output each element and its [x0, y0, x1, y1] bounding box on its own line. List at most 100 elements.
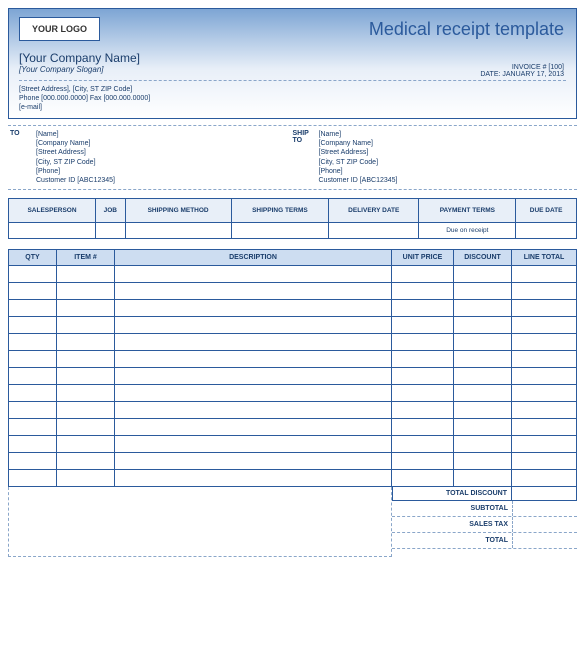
company-name: [Your Company Name]: [19, 51, 566, 65]
cell-disc[interactable]: [454, 333, 512, 350]
cell-desc[interactable]: [115, 384, 392, 401]
cell-price[interactable]: [392, 350, 454, 367]
cell-total[interactable]: [512, 333, 577, 350]
meta-payment-terms[interactable]: Due on receipt: [419, 222, 516, 238]
cell-item[interactable]: [57, 418, 115, 435]
cell-price[interactable]: [392, 367, 454, 384]
cell-desc[interactable]: [115, 299, 392, 316]
cell-price[interactable]: [392, 452, 454, 469]
cell-total[interactable]: [512, 452, 577, 469]
ship-city: [City, ST ZIP Code]: [319, 158, 398, 167]
cell-item[interactable]: [57, 401, 115, 418]
cell-price[interactable]: [392, 435, 454, 452]
total-value[interactable]: [512, 533, 577, 548]
cell-qty[interactable]: [9, 469, 57, 486]
cell-total[interactable]: [512, 265, 577, 282]
cell-qty[interactable]: [9, 350, 57, 367]
cell-total[interactable]: [512, 316, 577, 333]
cell-item[interactable]: [57, 316, 115, 333]
cell-disc[interactable]: [454, 452, 512, 469]
cell-total[interactable]: [512, 350, 577, 367]
cell-desc[interactable]: [115, 469, 392, 486]
cell-qty[interactable]: [9, 282, 57, 299]
cell-total[interactable]: [512, 299, 577, 316]
cell-qty[interactable]: [9, 384, 57, 401]
cell-item[interactable]: [57, 350, 115, 367]
cell-disc[interactable]: [454, 418, 512, 435]
cell-total[interactable]: [512, 384, 577, 401]
cell-desc[interactable]: [115, 435, 392, 452]
meta-salesperson-header: SALESPERSON: [9, 198, 96, 222]
cell-qty[interactable]: [9, 299, 57, 316]
cell-desc[interactable]: [115, 452, 392, 469]
cell-disc[interactable]: [454, 265, 512, 282]
cell-price[interactable]: [392, 384, 454, 401]
cell-price[interactable]: [392, 316, 454, 333]
cell-total[interactable]: [512, 401, 577, 418]
cell-price[interactable]: [392, 282, 454, 299]
cell-qty[interactable]: [9, 435, 57, 452]
cell-price[interactable]: [392, 401, 454, 418]
cell-item[interactable]: [57, 384, 115, 401]
cell-desc[interactable]: [115, 350, 392, 367]
subtotal-value[interactable]: [512, 501, 577, 516]
cell-total[interactable]: [512, 435, 577, 452]
meta-due-date-header: DUE DATE: [516, 198, 577, 222]
cell-price[interactable]: [392, 469, 454, 486]
cell-disc[interactable]: [454, 282, 512, 299]
cell-desc[interactable]: [115, 401, 392, 418]
cell-price[interactable]: [392, 265, 454, 282]
cell-desc[interactable]: [115, 282, 392, 299]
ship-company: [Company Name]: [319, 139, 398, 148]
meta-header-row: SALESPERSON JOB SHIPPING METHOD SHIPPING…: [9, 198, 577, 222]
cell-item[interactable]: [57, 452, 115, 469]
cell-total[interactable]: [512, 418, 577, 435]
sales-tax-row: SALES TAX: [392, 517, 577, 533]
meta-due-date[interactable]: [516, 222, 577, 238]
cell-disc[interactable]: [454, 384, 512, 401]
cell-item[interactable]: [57, 367, 115, 384]
cell-qty[interactable]: [9, 452, 57, 469]
cell-disc[interactable]: [454, 401, 512, 418]
cell-item[interactable]: [57, 282, 115, 299]
sales-tax-value[interactable]: [512, 517, 577, 532]
cell-desc[interactable]: [115, 265, 392, 282]
cell-price[interactable]: [392, 299, 454, 316]
cell-desc[interactable]: [115, 316, 392, 333]
cell-desc[interactable]: [115, 418, 392, 435]
cell-item[interactable]: [57, 265, 115, 282]
cell-desc[interactable]: [115, 333, 392, 350]
cell-qty[interactable]: [9, 418, 57, 435]
line-item-row: [9, 401, 577, 418]
cell-item[interactable]: [57, 469, 115, 486]
cell-qty[interactable]: [9, 316, 57, 333]
cell-item[interactable]: [57, 299, 115, 316]
cell-disc[interactable]: [454, 299, 512, 316]
cell-qty[interactable]: [9, 401, 57, 418]
meta-delivery-date[interactable]: [329, 222, 419, 238]
cell-qty[interactable]: [9, 265, 57, 282]
meta-salesperson[interactable]: [9, 222, 96, 238]
cell-total[interactable]: [512, 367, 577, 384]
total-discount-value[interactable]: [512, 487, 577, 501]
notes-area[interactable]: [8, 487, 392, 557]
cell-disc[interactable]: [454, 350, 512, 367]
cell-price[interactable]: [392, 333, 454, 350]
cell-item[interactable]: [57, 435, 115, 452]
line-item-row: [9, 435, 577, 452]
cell-disc[interactable]: [454, 316, 512, 333]
cell-desc[interactable]: [115, 367, 392, 384]
cell-disc[interactable]: [454, 435, 512, 452]
cell-disc[interactable]: [454, 367, 512, 384]
cell-total[interactable]: [512, 282, 577, 299]
cell-disc[interactable]: [454, 469, 512, 486]
cell-item[interactable]: [57, 333, 115, 350]
cell-total[interactable]: [512, 469, 577, 486]
total-label: TOTAL: [392, 533, 512, 548]
cell-qty[interactable]: [9, 333, 57, 350]
cell-price[interactable]: [392, 418, 454, 435]
meta-job[interactable]: [96, 222, 126, 238]
meta-shipping-terms[interactable]: [231, 222, 328, 238]
meta-shipping-method[interactable]: [125, 222, 231, 238]
cell-qty[interactable]: [9, 367, 57, 384]
